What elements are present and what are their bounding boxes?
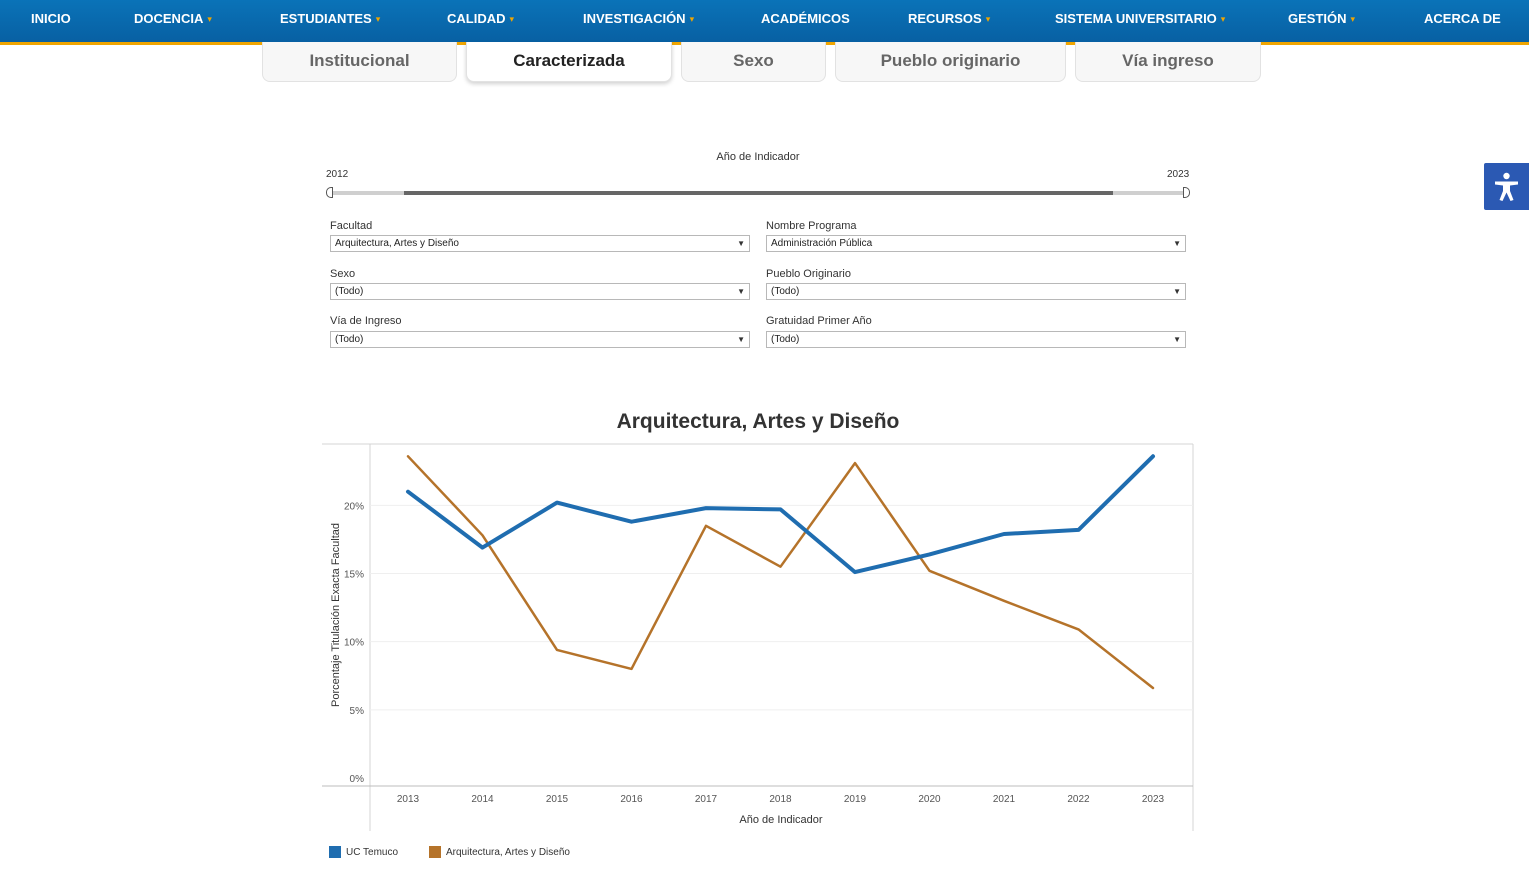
sexo-label: Sexo — [330, 268, 356, 280]
nav-label: ACADÉMICOS — [761, 11, 850, 26]
x-axis-ticks: 2013 2014 2015 2016 2017 2018 2019 2020 2021 2022… — [397, 794, 1165, 805]
gratuidad-select[interactable]: (Todo) ▼ — [766, 331, 1186, 348]
nav-label: ACERCA DE — [1424, 11, 1501, 26]
programa-select[interactable]: Administración Pública ▼ — [766, 235, 1186, 252]
dropdown-arrow-icon: ▼ — [1173, 239, 1181, 248]
nav-label: INVESTIGACIÓN — [583, 11, 686, 26]
year-slider-max-label: 2023 — [1167, 169, 1190, 180]
x-tick-label: 2020 — [918, 794, 941, 805]
nav-item-gestion[interactable]: GESTIÓN ▾ — [1288, 0, 1355, 42]
legend-label: UC Temuco — [346, 847, 399, 858]
nav-item-calidad[interactable]: CALIDAD ▾ — [447, 0, 514, 42]
year-slider-title: Año de Indicador — [716, 151, 800, 163]
accessibility-icon — [1495, 172, 1518, 201]
gratuidad-label: Gratuidad Primer Año — [766, 315, 872, 327]
chevron-down-icon: ▾ — [509, 14, 515, 24]
series-line-facultad — [406, 455, 1155, 690]
y-tick-label: 0% — [350, 774, 365, 785]
programa-label: Nombre Programa — [766, 220, 857, 232]
chevron-down-icon: ▾ — [689, 14, 695, 24]
chevron-down-icon: ▾ — [1220, 14, 1226, 24]
chart-title: Arquitectura, Artes y Diseño — [616, 410, 900, 433]
x-tick-label: 2017 — [695, 794, 718, 805]
dropdown-arrow-icon: ▼ — [737, 335, 745, 344]
x-tick-label: 2014 — [471, 794, 494, 805]
nav-label: INICIO — [31, 11, 71, 26]
tab-caracterizada[interactable]: Caracterizada — [466, 42, 672, 82]
nav-item-inicio[interactable]: INICIO — [31, 0, 71, 42]
dropdown-arrow-icon: ▼ — [737, 287, 745, 296]
via-ingreso-label: Vía de Ingreso — [330, 315, 402, 327]
chart-series — [406, 454, 1155, 690]
nav-item-investigacion[interactable]: INVESTIGACIÓN ▾ — [583, 0, 694, 42]
tab-institucional[interactable]: Institucional — [262, 42, 457, 82]
year-slider-min-label: 2012 — [326, 169, 349, 180]
nav-label: DOCENCIA — [134, 11, 204, 26]
legend-swatch — [429, 846, 441, 859]
y-tick-label: 10% — [344, 638, 364, 649]
nav-label: SISTEMA UNIVERSITARIO — [1055, 11, 1217, 26]
legend-item-uc-temuco[interactable]: UC Temuco — [329, 846, 398, 860]
x-tick-label: 2018 — [769, 794, 792, 805]
x-tick-label: 2016 — [620, 794, 643, 805]
chevron-down-icon: ▾ — [985, 14, 991, 24]
tab-pueblo-originario[interactable]: Pueblo originario — [835, 42, 1066, 82]
dropdown-arrow-icon: ▼ — [737, 239, 745, 248]
facultad-value: Arquitectura, Artes y Diseño — [335, 238, 459, 249]
facultad-select[interactable]: Arquitectura, Artes y Diseño ▼ — [330, 235, 750, 252]
chart-frame — [322, 443, 1194, 831]
legend-swatch — [329, 846, 341, 859]
x-tick-label: 2023 — [1142, 794, 1165, 805]
facultad-label: Facultad — [330, 220, 373, 232]
nav-label: ESTUDIANTES — [280, 11, 372, 26]
nav-item-estudiantes[interactable]: ESTUDIANTES ▾ — [280, 0, 380, 42]
y-tick-label: 5% — [350, 706, 365, 717]
tab-sexo[interactable]: Sexo — [681, 42, 826, 82]
legend-item-facultad[interactable]: Arquitectura, Artes y Diseño — [429, 846, 570, 860]
year-slider-range[interactable] — [404, 191, 1113, 195]
tab-via-ingreso[interactable]: Vía ingreso — [1075, 42, 1261, 82]
nav-item-acerca-de[interactable]: ACERCA DE — [1424, 0, 1501, 42]
x-tick-label: 2015 — [546, 794, 569, 805]
chart-grid — [370, 504, 1193, 711]
x-tick-label: 2019 — [844, 794, 867, 805]
x-tick-label: 2022 — [1067, 794, 1090, 805]
programa-value: Administración Pública — [771, 238, 873, 249]
nav-label: GESTIÓN — [1288, 11, 1347, 26]
dropdown-arrow-icon: ▼ — [1173, 335, 1181, 344]
pueblo-label: Pueblo Originario — [766, 268, 851, 280]
y-tick-label: 15% — [344, 570, 364, 581]
chevron-down-icon: ▾ — [207, 14, 212, 24]
via-ingreso-select[interactable]: (Todo) ▼ — [330, 331, 750, 348]
pueblo-value: (Todo) — [771, 286, 800, 297]
y-axis-label: Porcentaje Titulación Exacta Facultad — [330, 523, 342, 707]
year-slider-max-handle[interactable] — [1183, 187, 1190, 198]
nav-label: RECURSOS — [908, 11, 982, 26]
sexo-select[interactable]: (Todo) ▼ — [330, 283, 750, 300]
y-tick-label: 20% — [344, 501, 364, 512]
nav-label: CALIDAD — [447, 11, 506, 26]
y-axis-ticks: 0% 5% 10% 15% 20% — [344, 501, 364, 785]
via-ingreso-value: (Todo) — [335, 334, 364, 345]
x-tick-label: 2021 — [993, 794, 1016, 805]
year-slider-min-handle[interactable] — [326, 187, 333, 198]
nav-item-academicos[interactable]: ACADÉMICOS — [761, 0, 850, 42]
sexo-value: (Todo) — [335, 286, 364, 297]
x-tick-label: 2013 — [397, 794, 420, 805]
x-axis-label: Año de Indicador — [739, 814, 823, 826]
top-navigation: INICIO DOCENCIA ▾ ESTUDIANTES ▾ CALIDAD ▾ I… — [0, 0, 1529, 45]
nav-item-sistema-universitario[interactable]: SISTEMA UNIVERSITARIO ▾ — [1055, 0, 1225, 42]
pueblo-select[interactable]: (Todo) ▼ — [766, 283, 1186, 300]
legend-label: Arquitectura, Artes y Diseño — [446, 847, 570, 858]
chevron-down-icon: ▾ — [1350, 14, 1356, 24]
series-line-uc-temuco — [406, 454, 1155, 575]
nav-item-docencia[interactable]: DOCENCIA ▾ — [134, 0, 212, 42]
chevron-down-icon: ▾ — [375, 14, 381, 24]
accessibility-button[interactable] — [1484, 163, 1529, 210]
dropdown-arrow-icon: ▼ — [1173, 287, 1181, 296]
gratuidad-value: (Todo) — [771, 334, 800, 345]
nav-item-recursos[interactable]: RECURSOS ▾ — [908, 0, 990, 42]
